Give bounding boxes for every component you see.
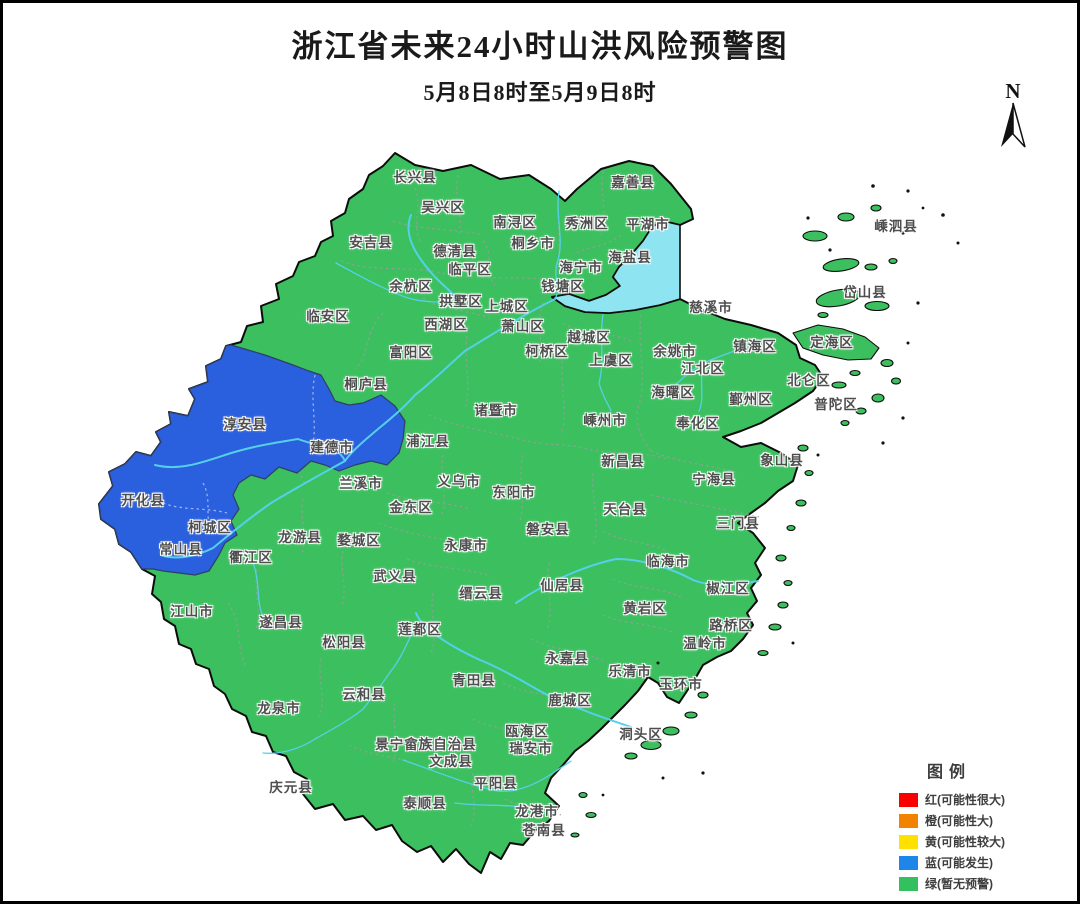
legend-label: 绿(暂无预警) <box>925 877 993 891</box>
blue-warning-region <box>98 344 406 576</box>
legend-swatch <box>899 792 918 807</box>
zhejiang-map-canvas <box>98 152 960 874</box>
legend-rows: 红(可能性很大) 橙(可能性大) 黄(可能性较大) 蓝(可能发生) 绿(暂无预警) <box>899 791 1049 892</box>
legend-label: 红(可能性很大) <box>925 793 1005 807</box>
legend-label: 黄(可能性较大) <box>925 835 1005 849</box>
legend-swatch <box>899 855 918 870</box>
legend: 图例 红(可能性很大) 橙(可能性大) 黄(可能性较大) 蓝(可能发生) 绿(暂无预警) <box>899 758 1049 896</box>
legend-title: 图例 <box>927 764 972 781</box>
north-arrow: N <box>988 81 1038 151</box>
legend-item: 蓝(可能发生) <box>899 854 1049 871</box>
page-title: 浙江省未来24小时山洪风险预警图 <box>291 29 789 64</box>
islands <box>570 184 960 838</box>
hangzhou-bay-estuary <box>551 220 681 314</box>
legend-label: 蓝(可能发生) <box>925 856 993 870</box>
legend-label: 橙(可能性大) <box>925 814 993 828</box>
north-label: N <box>1005 79 1021 103</box>
legend-item: 红(可能性很大) <box>899 791 1049 808</box>
legend-item: 黄(可能性较大) <box>899 833 1049 850</box>
legend-swatch <box>899 813 918 828</box>
legend-item: 橙(可能性大) <box>899 812 1049 829</box>
page-subtitle: 5月8日8时至5月9日8时 <box>423 80 657 105</box>
rivers <box>154 190 762 814</box>
legend-swatch <box>899 834 918 849</box>
legend-swatch <box>899 876 918 891</box>
compass-needle-icon <box>1001 102 1026 148</box>
legend-item: 绿(暂无预警) <box>899 875 1049 892</box>
county-boundaries <box>227 170 760 826</box>
